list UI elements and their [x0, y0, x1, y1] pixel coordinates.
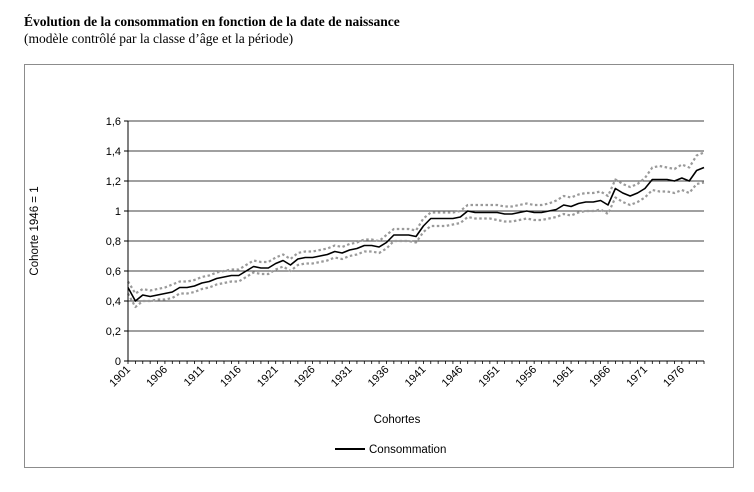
page-title: Évolution de la consommation en fonction…: [24, 14, 400, 29]
x-tick-label: 1926: [292, 364, 318, 390]
confidence-bound-line: [127, 181, 705, 309]
x-tick-label: 1946: [440, 364, 466, 390]
y-tick-label: 1,6: [106, 116, 121, 128]
x-tick-label: 1936: [366, 364, 392, 390]
x-tick-label: 1921: [255, 364, 281, 390]
x-tick-label: 1916: [218, 364, 244, 390]
y-tick-label: 0,6: [106, 266, 121, 278]
confidence-bound-line: [127, 151, 705, 295]
legend-label-consommation: Consommation: [369, 444, 446, 456]
y-tick-label: 1,2: [106, 176, 121, 188]
legend: Consommation: [335, 444, 446, 456]
y-tick-label: 0: [115, 356, 121, 368]
tick-labels: 0 0,2 0,4 0,6 0,8 1 1,2 1,4 1,6 1901 1906 1911 1916 1…: [106, 116, 687, 389]
y-tick-label: 1,4: [106, 146, 121, 158]
x-tick-label: 1961: [550, 364, 576, 390]
axes: [124, 120, 705, 364]
y-tick-label: 0,2: [106, 326, 121, 338]
x-tick-label: 1931: [329, 364, 355, 390]
y-axis-label: Cohorte 1946 = 1: [29, 186, 41, 275]
x-tick-label: 1971: [624, 364, 650, 390]
y-tick-label: 1: [115, 206, 121, 218]
y-tick-label: 0,4: [106, 296, 121, 308]
series-layer: [127, 151, 705, 309]
series-line-consommation: [127, 166, 705, 302]
page-subtitle: (modèle contrôlé par la classe d’âge et …: [24, 31, 294, 46]
x-tick-label: 1906: [144, 364, 170, 390]
chart-frame: [24, 64, 734, 468]
y-tick-label: 0,8: [106, 236, 121, 248]
x-tick-label: 1956: [513, 364, 539, 390]
x-tick-label: 1966: [587, 364, 613, 390]
gridlines: [128, 120, 704, 332]
x-tick-label: 1911: [182, 364, 207, 389]
x-axis-label: Cohortes: [374, 414, 421, 426]
x-tick-label: 1951: [477, 364, 503, 390]
x-tick-label: 1901: [107, 364, 133, 390]
x-tick-label: 1941: [403, 364, 429, 390]
x-tick-label: 1976: [661, 364, 687, 390]
